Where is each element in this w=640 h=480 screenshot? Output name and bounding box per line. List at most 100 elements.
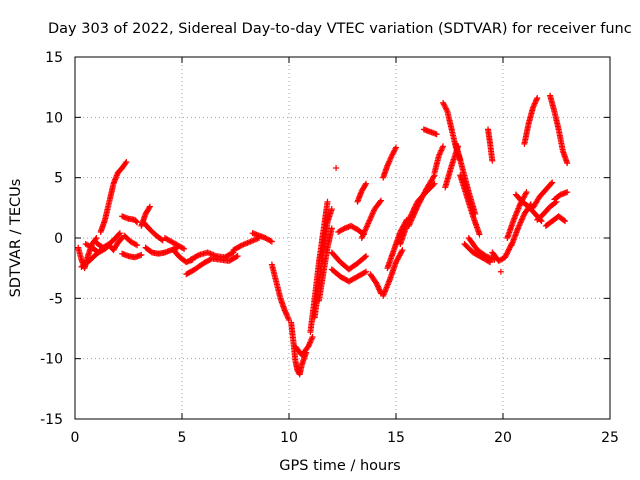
data-point	[377, 198, 384, 205]
y-axis-label: SDTVAR / TECUs	[8, 179, 24, 298]
data-point	[399, 247, 406, 254]
data-point	[433, 131, 440, 138]
data-point	[393, 144, 399, 151]
series-t50	[521, 95, 541, 147]
data-point	[309, 333, 316, 340]
data-point	[305, 343, 312, 350]
data-point	[530, 103, 537, 110]
x-tick-label: 20	[494, 430, 512, 446]
series-t46	[497, 268, 504, 275]
data-point	[386, 157, 393, 164]
data-point	[430, 173, 437, 180]
series-t51	[529, 179, 556, 211]
y-tick-label: 0	[54, 231, 63, 247]
y-tick-label: 15	[45, 50, 63, 66]
data-point	[306, 340, 313, 347]
data-point	[489, 157, 496, 164]
data-point	[504, 248, 511, 255]
data-point	[282, 310, 289, 317]
data-point	[437, 148, 444, 155]
data-point	[283, 311, 290, 318]
data-point	[284, 314, 291, 321]
data-point	[413, 205, 420, 212]
series-t28	[354, 180, 370, 205]
y-tick-label: -10	[40, 352, 63, 368]
data-point	[328, 225, 335, 232]
data-point	[522, 190, 529, 197]
x-axis-label: GPS time / hours	[279, 458, 400, 474]
data-point	[361, 269, 368, 276]
data-point	[529, 104, 536, 111]
series-t2	[82, 241, 113, 256]
series-t53	[542, 213, 569, 229]
data-point	[438, 146, 445, 153]
series-t54	[547, 92, 571, 167]
series-t17	[249, 230, 275, 245]
data-point	[476, 231, 483, 238]
series-t32	[380, 247, 406, 299]
data-point	[497, 268, 504, 275]
data-point	[267, 237, 274, 244]
data-point	[410, 213, 417, 220]
series-t12	[161, 235, 188, 252]
y-tick-label: 10	[45, 110, 63, 126]
y-tick-label: 5	[54, 171, 63, 187]
series-t5	[106, 235, 126, 254]
data-point	[282, 308, 289, 315]
data-point	[523, 189, 530, 196]
data-point	[505, 246, 512, 253]
data-point	[505, 247, 512, 254]
x-tick-label: 0	[71, 430, 80, 446]
data-point	[285, 315, 292, 322]
data-point	[158, 236, 165, 243]
chart-title: Day 303 of 2022, Sidereal Day-to-day VTE…	[48, 21, 632, 37]
series-t8	[121, 232, 141, 249]
data-point	[146, 203, 153, 210]
data-point	[132, 241, 139, 248]
x-tick-label: 10	[280, 430, 298, 446]
data-point	[410, 211, 417, 218]
series-t4	[97, 158, 130, 235]
series-t7	[119, 250, 145, 261]
data-point	[560, 217, 567, 224]
series-t6	[119, 213, 141, 226]
data-point	[408, 217, 415, 224]
data-point	[548, 180, 555, 187]
data-point	[363, 180, 370, 187]
data-point	[284, 312, 291, 319]
data-point	[534, 95, 541, 102]
data-point	[363, 253, 370, 260]
series-t43	[461, 241, 494, 266]
data-point	[233, 253, 240, 260]
series-t18	[268, 261, 292, 324]
series-t29	[358, 197, 385, 241]
data-point	[531, 101, 538, 108]
data-point	[362, 181, 369, 188]
series-t45	[489, 241, 515, 264]
data-point	[533, 97, 540, 104]
data-point	[436, 151, 443, 158]
y-tick-label: -5	[49, 291, 63, 307]
data-point	[146, 204, 153, 211]
data-point	[138, 251, 145, 258]
x-axis-ticks: 0 5 10 15 20 25	[71, 57, 619, 446]
data-point	[435, 152, 442, 159]
data-point	[564, 160, 571, 167]
data-point	[406, 221, 413, 228]
data-point	[503, 251, 510, 258]
data-point	[407, 220, 414, 227]
data-point	[181, 245, 188, 252]
data-point	[564, 189, 571, 196]
data-point	[504, 250, 511, 257]
data-point	[237, 242, 244, 249]
data-point	[307, 339, 314, 346]
data-point	[398, 248, 405, 255]
series-t55	[551, 189, 571, 203]
data-point	[305, 342, 312, 349]
data-point	[532, 99, 539, 106]
data-point	[122, 160, 129, 167]
y-tick-label: -15	[40, 412, 63, 428]
data-point	[562, 218, 569, 225]
data-point	[194, 252, 201, 259]
